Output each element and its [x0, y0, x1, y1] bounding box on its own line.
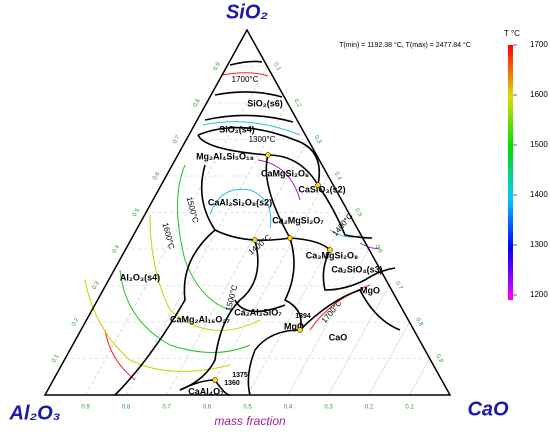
colorbar-tick-label: 1600 — [530, 90, 548, 99]
tick-label: 0.5 — [132, 207, 142, 218]
grid-line — [368, 321, 410, 396]
isotherm-label: 1500°C — [185, 196, 201, 224]
phase-label: MgO — [284, 321, 304, 331]
phase-label: MgO — [360, 285, 380, 295]
subtitle: T(min) = 1192.38 °C, T(max) = 2477.84 °C — [339, 41, 471, 49]
tick-label: 0.6 — [152, 171, 162, 182]
grid-line — [368, 321, 410, 396]
colorbar-tick-label: 1400 — [530, 190, 548, 199]
point-label: 1375 — [232, 372, 248, 379]
tick-label: 0.2 — [365, 405, 374, 411]
invariant-point — [287, 235, 293, 241]
tick-label: 0.6 — [203, 405, 212, 411]
phase-label: Ca₂Al₂SiO₇ — [234, 307, 282, 317]
labels: 0.1 0.1 0.1 0.2 0.2 0.2 0.3 0.3 0.3 0.4 0.4 0.4 0.5 0… — [51, 40, 548, 410]
tick-label: 0.2 — [71, 317, 81, 328]
tick-label: 0.9 — [435, 354, 445, 365]
tick-label: 0.1 — [405, 405, 414, 411]
phase-label: CaSiO₃(s2) — [298, 184, 345, 194]
colorbar-title: T °C — [504, 29, 520, 38]
isotherm-label: 1400°C — [331, 211, 355, 237]
corner-left: Al₂O₃ — [9, 402, 61, 424]
grid-line — [409, 358, 430, 396]
corner-right: CaO — [467, 398, 509, 420]
isotherm-label: 1600°C — [161, 222, 177, 250]
invariant-point — [265, 152, 271, 158]
phase-label: Ca₂MgSi₂O₇ — [272, 215, 324, 225]
phase-label: Ca₂SiO₄(s3) — [331, 264, 382, 274]
phase-label: CaMgSi₂O₆ — [261, 168, 309, 178]
tick-label: 0.1 — [51, 353, 61, 364]
colorbar-tick-label: 1300 — [530, 240, 548, 249]
isotherms — [84, 72, 381, 381]
point-label: 1394 — [295, 313, 311, 320]
axis-label: mass fraction — [214, 414, 286, 428]
tick-label: 0.7 — [172, 134, 182, 145]
isotherm-label: 1300°C — [249, 135, 276, 144]
phase-label: SiO₂(s4) — [219, 124, 255, 134]
grid-line — [287, 248, 370, 396]
phase-label: Al₂O₃(s4) — [120, 272, 160, 282]
colorbar-tick-label: 1500 — [530, 140, 548, 149]
invariant-point — [252, 237, 258, 243]
tick-label: 0.3 — [91, 280, 101, 291]
corner-top: SiO₂ — [226, 1, 268, 23]
phase-label: CaO — [329, 332, 348, 342]
grid-line — [247, 212, 349, 396]
triangle — [43, 28, 452, 396]
tick-label: 0.1 — [272, 62, 282, 73]
colorbar-tick-label: 1200 — [530, 290, 548, 299]
grid-line — [287, 248, 370, 396]
point-label: 1360 — [224, 380, 240, 387]
tick-label: 0.5 — [243, 405, 252, 411]
isotherm-label: 1700°C — [232, 75, 259, 84]
tick-label: 0.7 — [162, 405, 171, 411]
tick-label: 0.5 — [353, 208, 363, 219]
phase-label: Mg₂Al₄Si₅O₁₈ — [196, 151, 254, 161]
phase-label: Ca₃MgSi₂O₈ — [306, 250, 358, 260]
invariant-point — [327, 247, 333, 253]
colorbar — [508, 45, 513, 300]
isotherm-label: 1700°C — [320, 298, 344, 324]
tick-label: 0.8 — [122, 405, 131, 411]
tick-label: 0.4 — [284, 405, 293, 411]
tick-label: 0.9 — [213, 61, 223, 72]
grid-line — [125, 102, 288, 396]
tick-label: 0.7 — [394, 281, 404, 292]
tick-label: 0.3 — [324, 405, 333, 411]
tick-label: 0.4 — [112, 244, 122, 255]
tick-label: 0.6 — [374, 244, 384, 255]
tick-label: 0.9 — [81, 405, 90, 411]
isotherm-label: 1400°C — [247, 233, 273, 257]
invariant-point — [297, 327, 303, 333]
tick-label: 0.8 — [414, 317, 424, 328]
phase-label: CaMg₂Al₁₆O₂₇ — [170, 314, 230, 324]
grid-line — [328, 285, 390, 396]
tick-label: 0.8 — [192, 98, 202, 109]
invariant-point — [212, 377, 218, 383]
phase-label: CaAl₄O₇ — [188, 386, 224, 396]
phase-label: SiO₂(s6) — [247, 98, 283, 108]
tick-label: 0.2 — [292, 98, 302, 109]
tick-label: 0.3 — [313, 135, 323, 146]
colorbar-tick-label: 1700 — [530, 40, 548, 49]
phase-label: CaAl₂Si₂O₈(s2) — [208, 197, 272, 207]
tick-label: 0.4 — [333, 171, 343, 182]
invariant-point — [315, 182, 321, 188]
grid-line — [166, 139, 309, 396]
